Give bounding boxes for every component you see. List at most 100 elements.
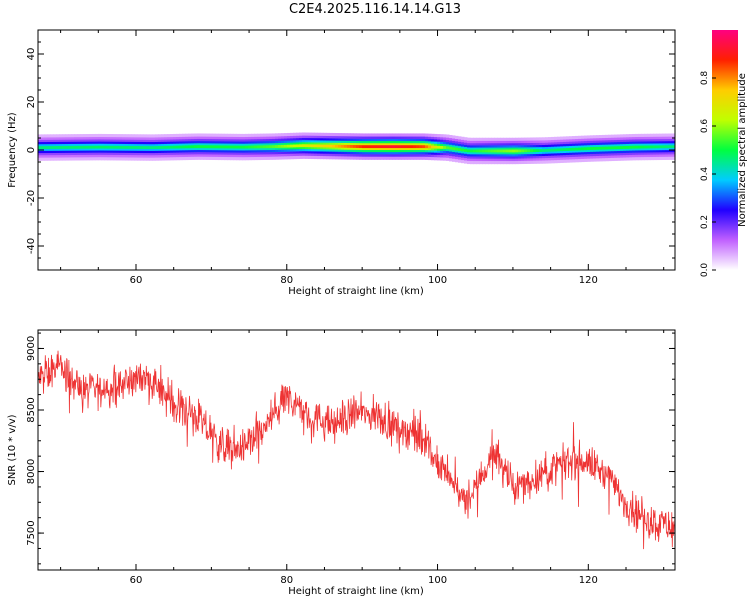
spectrogram-cell [158, 146, 162, 149]
snr-xtick-label: 80 [280, 575, 293, 586]
spectrogram-cell [320, 144, 324, 148]
spectrogram-cell [470, 149, 474, 153]
spectrogram-cell [641, 145, 645, 149]
spectrogram-cell [443, 146, 447, 149]
spectrogram-cell [128, 145, 132, 149]
spectrogram-cell [395, 145, 399, 149]
spectrogram-cell [155, 146, 159, 149]
spectrogram-cell [242, 145, 246, 149]
spectrogram-cell [602, 146, 606, 150]
spectrogram-cell [458, 148, 462, 151]
chart-title: C2E4.2025.116.14.14.G13 [288, 2, 462, 17]
spectrogram-cell [659, 145, 663, 149]
spectrogram-cell [380, 145, 384, 149]
spectrogram-cell [152, 146, 156, 150]
spectrogram-cell [80, 145, 84, 149]
spectrogram-cell [518, 149, 522, 153]
spectrogram-cell [62, 145, 66, 149]
spectrogram-cell [398, 145, 402, 149]
spectrogram-cell [86, 145, 90, 149]
spectrogram-cell [461, 148, 465, 152]
spectrogram-cell [521, 149, 525, 153]
spectrogram-cell [59, 145, 63, 149]
spectrogram-cell [95, 145, 99, 149]
spectrogram-xtick-label: 120 [579, 275, 598, 286]
spectrogram-cell [611, 146, 615, 150]
snr-frame [37, 329, 676, 571]
spectrogram-cell [515, 149, 519, 153]
spectrogram-cell [146, 146, 150, 149]
spectrogram-cell [605, 146, 609, 150]
spectrogram-cell [335, 144, 339, 148]
spectrogram-cell [404, 145, 408, 149]
spectrogram-cell [266, 145, 270, 149]
spectrogram-cell [92, 145, 96, 149]
spectrogram-xtick-label: 100 [428, 275, 447, 286]
spectrogram-cell [665, 145, 669, 149]
spectrogram-cell [434, 145, 438, 149]
spectrogram-cell [350, 145, 354, 148]
spectrogram-cell [308, 144, 312, 148]
spectrogram-cell [428, 145, 432, 149]
spectrogram-cell [215, 145, 219, 149]
spectrogram-cell [332, 144, 336, 148]
spectrogram-cell [635, 145, 639, 149]
spectrogram-cell [293, 144, 297, 148]
spectrogram-cell [77, 145, 81, 149]
spectrogram-cell [167, 145, 171, 149]
snr-ytick-label: 7500 [26, 520, 37, 545]
spectrogram-cell [68, 145, 72, 149]
spectrogram-ytick-label: -20 [26, 190, 37, 206]
spectrogram-cell [344, 144, 348, 148]
spectrogram-cell [359, 145, 363, 149]
spectrogram-xtick-label: 80 [280, 275, 293, 286]
spectrogram-cell [581, 147, 585, 151]
spectrogram-cell [632, 145, 636, 149]
spectrogram-cell [482, 149, 486, 153]
spectrogram-cell [137, 146, 141, 149]
spectrogram-cell [47, 146, 51, 149]
spectrogram-cell [647, 145, 651, 149]
spectrogram-cell [125, 145, 129, 149]
spectrogram-cell [296, 144, 300, 148]
spectrogram-cell [164, 145, 168, 149]
spectrogram-cell [104, 145, 108, 149]
spectrogram-cell [542, 149, 546, 152]
spectrogram-cell [407, 145, 411, 149]
spectrogram-cell [209, 145, 213, 149]
spectrogram-cell [179, 145, 183, 149]
spectrogram-panel: 60 80 100 120 -40 -20 0 20 40 Height of straight… [7, 29, 676, 297]
snr-xtick-label: 60 [130, 575, 143, 586]
snr-line [38, 350, 675, 550]
spectrogram-cell [578, 147, 582, 151]
spectrogram-cell [560, 148, 564, 152]
spectrogram-axes: 60 80 100 120 -40 -20 0 20 40 [26, 29, 675, 286]
spectrogram-cell [230, 145, 234, 149]
spectrogram-cell [437, 145, 441, 149]
spectrogram-cell [338, 144, 342, 148]
spectrogram-cell [38, 146, 42, 150]
spectrogram-cell [551, 148, 555, 152]
spectrogram-cell [203, 145, 207, 149]
spectrogram-cell [281, 144, 285, 148]
spectrogram-cell [191, 145, 195, 149]
spectrogram-cell [488, 149, 492, 153]
spectrogram-ytick-label: -40 [26, 238, 37, 254]
spectrogram-cell [341, 144, 345, 148]
spectrogram-cell [206, 145, 210, 149]
colorbar-tick-label: 0.8 [700, 71, 710, 86]
spectrogram-cell [200, 145, 204, 149]
snr-ylabel: SNR (10 * v/v) [7, 414, 18, 485]
spectrogram-cell [212, 145, 216, 149]
spectrogram-cell [569, 147, 573, 151]
spectrogram-cell [575, 147, 579, 151]
colorbar-gradient [712, 30, 738, 270]
colorbar-tick-label: 0.0 [700, 263, 710, 278]
spectrogram-cell [554, 148, 558, 152]
spectrogram-cell [662, 145, 666, 149]
spectrogram-cell [383, 145, 387, 149]
snr-xlabel: Height of straight line (km) [288, 586, 424, 597]
spectrogram-cell [248, 145, 252, 149]
spectrogram-cell [422, 145, 426, 149]
spectrogram-cell [260, 145, 264, 149]
